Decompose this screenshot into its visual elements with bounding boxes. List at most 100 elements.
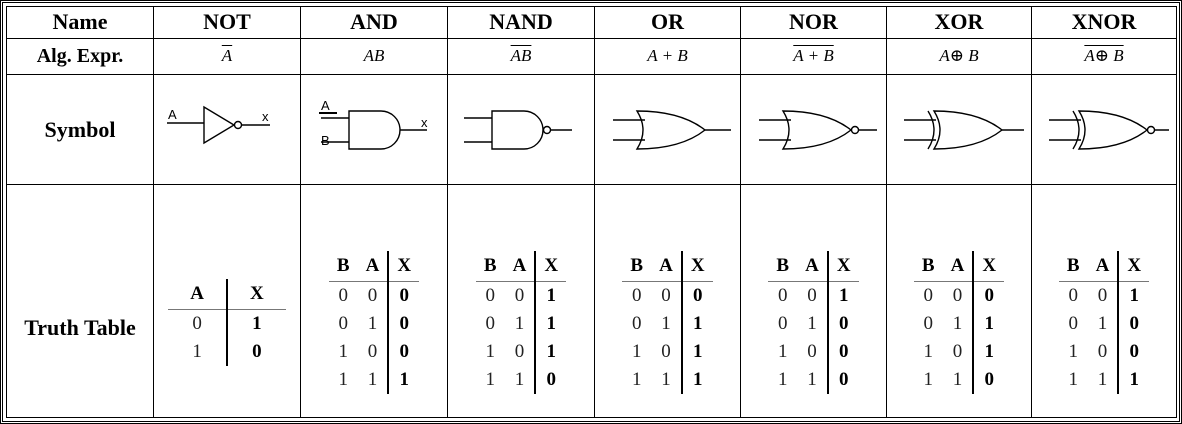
- truth-table-value: 0: [514, 284, 525, 306]
- truth-table-value: 1: [661, 312, 671, 334]
- truth-table-header-x: X: [226, 278, 286, 310]
- truth-table-value: 1: [226, 309, 286, 338]
- expression-text: A⊕ B: [939, 46, 979, 66]
- truth-table-value: 1: [923, 368, 934, 390]
- expression-row: Alg. Expr. A AB AB A + B A + B A⊕ B A⊕ B: [6, 37, 1177, 76]
- truth-table-header-x: X: [826, 250, 859, 282]
- truth-table-header-x: X: [534, 250, 567, 282]
- truth-table-value: 0: [1068, 312, 1079, 334]
- gate-symbol-cell-nand: [447, 74, 595, 185]
- truth-table-value: 1: [1117, 365, 1150, 394]
- gate-body: [1077, 109, 1149, 150]
- truth-table-value: 0: [338, 312, 349, 334]
- symbol-row-header: Symbol: [6, 74, 154, 185]
- truth-table-value: 0: [661, 340, 671, 362]
- truth-table-header-a: A: [651, 250, 682, 282]
- truth-table-value: 1: [192, 340, 202, 362]
- logic-gates-table: Name NOT AND NAND OR NOR XOR XNOR Alg. Expr. A…: [6, 6, 1177, 418]
- expression-text: AB: [510, 46, 532, 66]
- truth-table-header-b: B: [1058, 250, 1088, 282]
- label-underline-a: [319, 111, 337, 114]
- truth-table-header-b: B: [768, 250, 798, 282]
- truth-table-value: 0: [972, 281, 1005, 310]
- truth-table-value: 0: [514, 340, 525, 362]
- truth-table-value: 1: [1117, 281, 1150, 310]
- truth-table-value: 1: [680, 337, 713, 366]
- truth-table-value: 0: [972, 365, 1005, 394]
- inversion-bubble: [1146, 125, 1156, 134]
- truth-table-value: 0: [826, 365, 859, 394]
- gate-name-or: OR: [594, 6, 741, 39]
- gate-expression-nor: A + B: [740, 37, 887, 76]
- truth-table-header-a: A: [357, 250, 389, 282]
- truth-table-header-x: X: [387, 250, 420, 282]
- truth-table-value: 1: [534, 309, 567, 338]
- name-row-header: Name: [6, 6, 154, 39]
- truth-table-value: 0: [1097, 340, 1108, 362]
- output-label: x: [262, 109, 269, 124]
- nor-gate-symbol: [758, 109, 877, 150]
- truth-table-row-header-text: Truth Table: [24, 315, 136, 340]
- gate-expression-nand: AB: [447, 37, 595, 76]
- gate-name-and: AND: [300, 6, 448, 39]
- truth-table-value: 1: [1068, 340, 1079, 362]
- truth-table-value: 1: [514, 368, 525, 390]
- inversion-bubble: [542, 125, 552, 134]
- truth-table-value: 1: [367, 312, 378, 334]
- expression-text: A + B: [647, 46, 688, 66]
- truth-table-value: 0: [338, 284, 349, 306]
- truth-table-value: 1: [1068, 368, 1079, 390]
- truth-table-value: 0: [387, 281, 420, 310]
- truth-table-value: 1: [807, 312, 817, 334]
- truth-table-value: 1: [338, 340, 349, 362]
- truth-table-value: 0: [923, 312, 934, 334]
- truth-table-value: 0: [192, 312, 202, 334]
- truth-table-header-b: B: [622, 250, 652, 282]
- gate-symbol-cell-xnor: [1031, 74, 1177, 185]
- or-gate-symbol: [612, 109, 731, 150]
- gate-expression-and: AB: [300, 37, 448, 76]
- expression-row-header: Alg. Expr.: [6, 37, 154, 76]
- expression-text: A + B: [793, 46, 834, 66]
- truth-table-value: 1: [778, 368, 788, 390]
- input-label-b: B: [321, 133, 330, 148]
- truth-table-value: 0: [226, 337, 286, 366]
- gate-expression-xor: A⊕ B: [886, 37, 1032, 76]
- truth-table-value: 0: [1068, 284, 1079, 306]
- truth-table-value: 0: [778, 312, 788, 334]
- truth-table-value: 1: [1097, 312, 1108, 334]
- truth-table-value: 0: [387, 309, 420, 338]
- gate-name-not: NOT: [153, 6, 301, 39]
- gate-body: [932, 109, 1004, 150]
- truth-table-header-b: B: [913, 250, 943, 282]
- truth-table-value: 1: [778, 340, 788, 362]
